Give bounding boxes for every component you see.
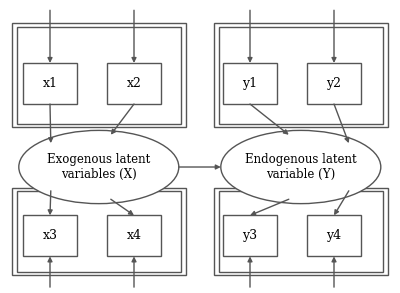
Bar xyxy=(219,27,383,124)
Bar xyxy=(23,63,77,104)
Text: x4: x4 xyxy=(126,229,142,242)
Bar xyxy=(219,191,383,272)
Bar xyxy=(214,23,388,127)
Bar xyxy=(107,215,161,256)
Text: x1: x1 xyxy=(42,77,58,90)
Text: y3: y3 xyxy=(242,229,258,242)
Text: Exogenous latent
variables (X): Exogenous latent variables (X) xyxy=(47,153,150,181)
Bar xyxy=(12,188,186,275)
Bar xyxy=(12,23,186,127)
Bar xyxy=(23,215,77,256)
Text: y1: y1 xyxy=(242,77,258,90)
Text: y4: y4 xyxy=(326,229,342,242)
Bar xyxy=(223,63,277,104)
Text: x3: x3 xyxy=(42,229,58,242)
Ellipse shape xyxy=(19,130,179,204)
Bar xyxy=(307,215,361,256)
Bar xyxy=(214,188,388,275)
Bar xyxy=(17,27,181,124)
Text: Endogenous latent
variable (Y): Endogenous latent variable (Y) xyxy=(245,153,357,181)
Bar xyxy=(307,63,361,104)
Bar xyxy=(223,215,277,256)
Text: x2: x2 xyxy=(126,77,142,90)
Bar xyxy=(107,63,161,104)
Bar xyxy=(17,191,181,272)
Ellipse shape xyxy=(221,130,381,204)
Text: y2: y2 xyxy=(326,77,342,90)
